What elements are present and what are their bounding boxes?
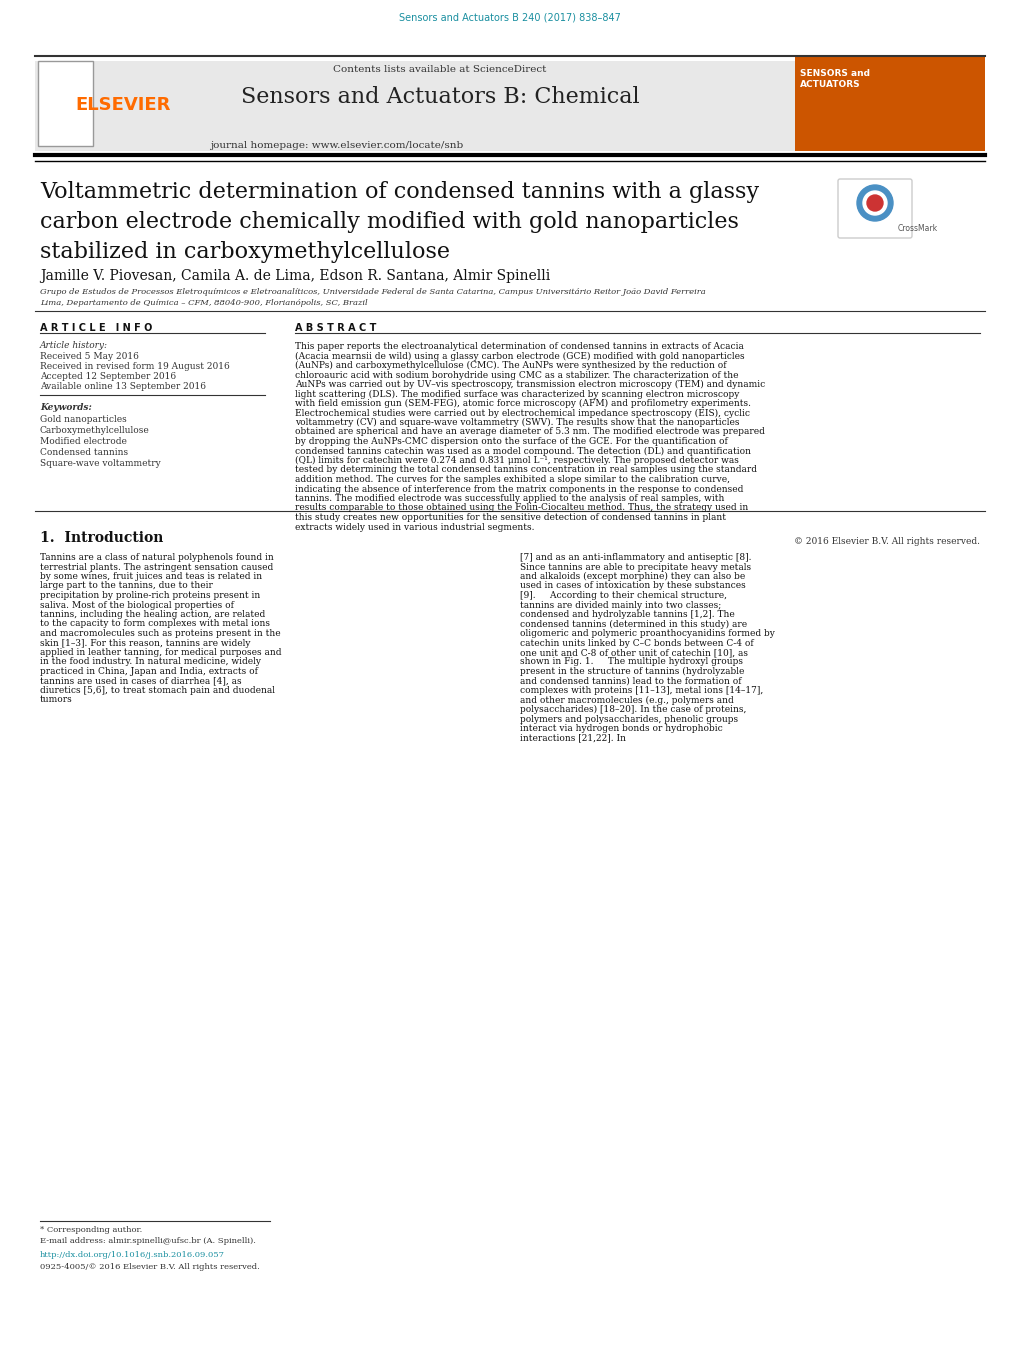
Text: tannins are used in cases of diarrhea [4], as: tannins are used in cases of diarrhea [4… (40, 677, 242, 685)
Text: condensed and hydrolyzable tannins [1,2]. The: condensed and hydrolyzable tannins [1,2]… (520, 611, 734, 619)
Text: and macromolecules such as proteins present in the: and macromolecules such as proteins pres… (40, 630, 280, 638)
Text: indicating the absence of interference from the matrix components in the respons: indicating the absence of interference f… (294, 485, 743, 493)
Text: and condensed tannins) lead to the formation of: and condensed tannins) lead to the forma… (520, 677, 741, 685)
Text: saliva. Most of the biological properties of: saliva. Most of the biological propertie… (40, 600, 233, 609)
Bar (35, 61, 794, 151)
Text: catechin units linked by C–C bonds between C-4 of: catechin units linked by C–C bonds betwe… (520, 639, 753, 647)
Circle shape (856, 185, 892, 222)
Text: voltammetry (CV) and square-wave voltammetry (SWV). The results show that the na: voltammetry (CV) and square-wave voltamm… (294, 417, 739, 427)
Text: shown in Fig. 1.     The multiple hydroxyl groups: shown in Fig. 1. The multiple hydroxyl g… (520, 658, 742, 666)
Text: applied in leather tanning, for medical purposes and: applied in leather tanning, for medical … (40, 648, 281, 657)
Text: and other macromolecules (e.g., polymers and: and other macromolecules (e.g., polymers… (520, 696, 733, 705)
Text: Available online 13 September 2016: Available online 13 September 2016 (40, 382, 206, 390)
Text: Contents lists available at ScienceDirect: Contents lists available at ScienceDirec… (333, 65, 546, 74)
Text: addition method. The curves for the samples exhibited a slope similar to the cal: addition method. The curves for the samp… (294, 476, 730, 484)
Text: interactions [21,22]. In: interactions [21,22]. In (520, 734, 626, 743)
Text: 0925-4005/© 2016 Elsevier B.V. All rights reserved.: 0925-4005/© 2016 Elsevier B.V. All right… (40, 1263, 260, 1271)
Text: and alkaloids (except morphine) they can also be: and alkaloids (except morphine) they can… (520, 571, 745, 581)
Text: CrossMark: CrossMark (897, 224, 937, 232)
Text: complexes with proteins [11–13], metal ions [14–17],: complexes with proteins [11–13], metal i… (520, 686, 762, 694)
Text: practiced in China, Japan and India, extracts of: practiced in China, Japan and India, ext… (40, 667, 258, 676)
Text: diuretics [5,6], to treat stomach pain and duodenal: diuretics [5,6], to treat stomach pain a… (40, 686, 275, 694)
Text: Square-wave voltammetry: Square-wave voltammetry (40, 459, 161, 467)
Bar (38, 61, 93, 146)
Text: * Corresponding author.: * Corresponding author. (40, 1225, 142, 1233)
FancyBboxPatch shape (838, 178, 911, 238)
Text: skin [1–3]. For this reason, tannins are widely: skin [1–3]. For this reason, tannins are… (40, 639, 251, 647)
Text: by dropping the AuNPs-CMC dispersion onto the surface of the GCE. For the quanti: by dropping the AuNPs-CMC dispersion ont… (294, 436, 727, 446)
Text: ELSEVIER: ELSEVIER (75, 96, 170, 113)
Text: This paper reports the electroanalytical determination of condensed tannins in e: This paper reports the electroanalytical… (294, 342, 743, 351)
Text: [7] and as an anti-inflammatory and antiseptic [8].: [7] and as an anti-inflammatory and anti… (520, 553, 751, 562)
Text: results comparable to those obtained using the Folin-Ciocalteu method. Thus, the: results comparable to those obtained usi… (294, 504, 748, 512)
Text: Article history:: Article history: (40, 340, 108, 350)
Text: Received in revised form 19 August 2016: Received in revised form 19 August 2016 (40, 362, 229, 372)
Circle shape (862, 190, 887, 215)
Text: by some wines, fruit juices and teas is related in: by some wines, fruit juices and teas is … (40, 571, 262, 581)
Text: obtained are spherical and have an average diameter of 5.3 nm. The modified elec: obtained are spherical and have an avera… (294, 427, 764, 436)
Text: used in cases of intoxication by these substances: used in cases of intoxication by these s… (520, 581, 745, 590)
Text: journal homepage: www.elsevier.com/locate/snb: journal homepage: www.elsevier.com/locat… (210, 141, 463, 150)
Text: A R T I C L E   I N F O: A R T I C L E I N F O (40, 323, 152, 332)
Text: tannins are divided mainly into two classes;: tannins are divided mainly into two clas… (520, 600, 720, 609)
Text: Electrochemical studies were carried out by electrochemical impedance spectrosco: Electrochemical studies were carried out… (294, 408, 749, 417)
Text: Sensors and Actuators B: Chemical: Sensors and Actuators B: Chemical (240, 86, 639, 108)
Text: (Acacia mearnsii de wild) using a glassy carbon electrode (GCE) modified with go: (Acacia mearnsii de wild) using a glassy… (294, 351, 744, 361)
Text: in the food industry. In natural medicine, widely: in the food industry. In natural medicin… (40, 658, 261, 666)
Text: polymers and polysaccharides, phenolic groups: polymers and polysaccharides, phenolic g… (520, 715, 738, 724)
Text: (QL) limits for catechin were 0.274 and 0.831 μmol L⁻¹, respectively. The propos: (QL) limits for catechin were 0.274 and … (294, 457, 738, 465)
Text: chloroauric acid with sodium borohydride using CMC as a stabilizer. The characte: chloroauric acid with sodium borohydride… (294, 370, 738, 380)
Text: http://dx.doi.org/10.1016/j.snb.2016.09.057: http://dx.doi.org/10.1016/j.snb.2016.09.… (40, 1251, 225, 1259)
Circle shape (866, 195, 882, 211)
Text: Lima, Departamento de Química – CFM, 88040-900, Florianópolis, SC, Brazil: Lima, Departamento de Química – CFM, 880… (40, 299, 367, 307)
Text: Voltammetric determination of condensed tannins with a glassy: Voltammetric determination of condensed … (40, 181, 758, 203)
Text: Received 5 May 2016: Received 5 May 2016 (40, 353, 139, 361)
Text: tannins. The modified electrode was successfully applied to the analysis of real: tannins. The modified electrode was succ… (294, 494, 723, 503)
Text: Carboxymethylcellulose: Carboxymethylcellulose (40, 426, 150, 435)
Text: light scattering (DLS). The modified surface was characterized by scanning elect: light scattering (DLS). The modified sur… (294, 389, 739, 399)
Text: Since tannins are able to precipitate heavy metals: Since tannins are able to precipitate he… (520, 562, 750, 571)
Text: condensed tannins (determined in this study) are: condensed tannins (determined in this st… (520, 620, 746, 628)
Text: extracts widely used in various industrial segments.: extracts widely used in various industri… (294, 523, 534, 531)
Text: stabilized in carboxymethylcellulose: stabilized in carboxymethylcellulose (40, 240, 449, 263)
Bar (794, 55, 984, 151)
Text: (AuNPs) and carboxymethylcellulose (CMC). The AuNPs were synthesized by the redu: (AuNPs) and carboxymethylcellulose (CMC)… (294, 361, 726, 370)
Text: [9].     According to their chemical structure,: [9]. According to their chemical structu… (520, 590, 727, 600)
Text: interact via hydrogen bonds or hydrophobic: interact via hydrogen bonds or hydrophob… (520, 724, 722, 734)
Text: one unit and C-8 of other unit of catechin [10], as: one unit and C-8 of other unit of catech… (520, 648, 747, 657)
Text: carbon electrode chemically modified with gold nanoparticles: carbon electrode chemically modified wit… (40, 211, 738, 232)
Text: Keywords:: Keywords: (40, 403, 92, 412)
Text: large part to the tannins, due to their: large part to the tannins, due to their (40, 581, 213, 590)
Text: Modified electrode: Modified electrode (40, 436, 126, 446)
Text: to the capacity to form complexes with metal ions: to the capacity to form complexes with m… (40, 620, 270, 628)
Text: A B S T R A C T: A B S T R A C T (294, 323, 376, 332)
Text: Accepted 12 September 2016: Accepted 12 September 2016 (40, 372, 176, 381)
Text: condensed tannins catechin was used as a model compound. The detection (DL) and : condensed tannins catechin was used as a… (294, 446, 750, 455)
Text: oligomeric and polymeric proanthocyanidins formed by: oligomeric and polymeric proanthocyanidi… (520, 630, 774, 638)
Text: SENSORS and
ACTUATORS: SENSORS and ACTUATORS (799, 69, 869, 89)
Text: with field emission gun (SEM-FEG), atomic force microscopy (AFM) and profilometr: with field emission gun (SEM-FEG), atomi… (294, 399, 750, 408)
Text: Jamille V. Piovesan, Camila A. de Lima, Edson R. Santana, Almir Spinelli: Jamille V. Piovesan, Camila A. de Lima, … (40, 269, 549, 282)
Text: E-mail address: almir.spinelli@ufsc.br (A. Spinelli).: E-mail address: almir.spinelli@ufsc.br (… (40, 1238, 256, 1246)
Text: tested by determining the total condensed tannins concentration in real samples : tested by determining the total condense… (294, 466, 756, 474)
Text: 1.  Introduction: 1. Introduction (40, 531, 163, 544)
Text: tumors: tumors (40, 696, 72, 704)
Text: Gold nanoparticles: Gold nanoparticles (40, 415, 126, 424)
Text: Tannins are a class of natural polyphenols found in: Tannins are a class of natural polypheno… (40, 553, 273, 562)
Text: polysaccharides) [18–20]. In the case of proteins,: polysaccharides) [18–20]. In the case of… (520, 705, 746, 715)
Text: Sensors and Actuators B 240 (2017) 838–847: Sensors and Actuators B 240 (2017) 838–8… (398, 14, 621, 23)
Text: tannins, including the healing action, are related: tannins, including the healing action, a… (40, 611, 265, 619)
Text: terrestrial plants. The astringent sensation caused: terrestrial plants. The astringent sensa… (40, 562, 273, 571)
Text: Condensed tannins: Condensed tannins (40, 449, 128, 457)
Text: Grupo de Estudos de Processos Eletroquímicos e Eletroanalíticos, Universidade Fe: Grupo de Estudos de Processos Eletroquím… (40, 288, 705, 296)
Text: © 2016 Elsevier B.V. All rights reserved.: © 2016 Elsevier B.V. All rights reserved… (793, 536, 979, 546)
Text: AuNPs was carried out by UV–vis spectroscopy, transmission electron microscopy (: AuNPs was carried out by UV–vis spectros… (294, 380, 764, 389)
Text: this study creates new opportunities for the sensitive detection of condensed ta: this study creates new opportunities for… (294, 513, 726, 521)
Text: precipitation by proline-rich proteins present in: precipitation by proline-rich proteins p… (40, 590, 260, 600)
Text: present in the structure of tannins (hydrolyzable: present in the structure of tannins (hyd… (520, 667, 744, 676)
